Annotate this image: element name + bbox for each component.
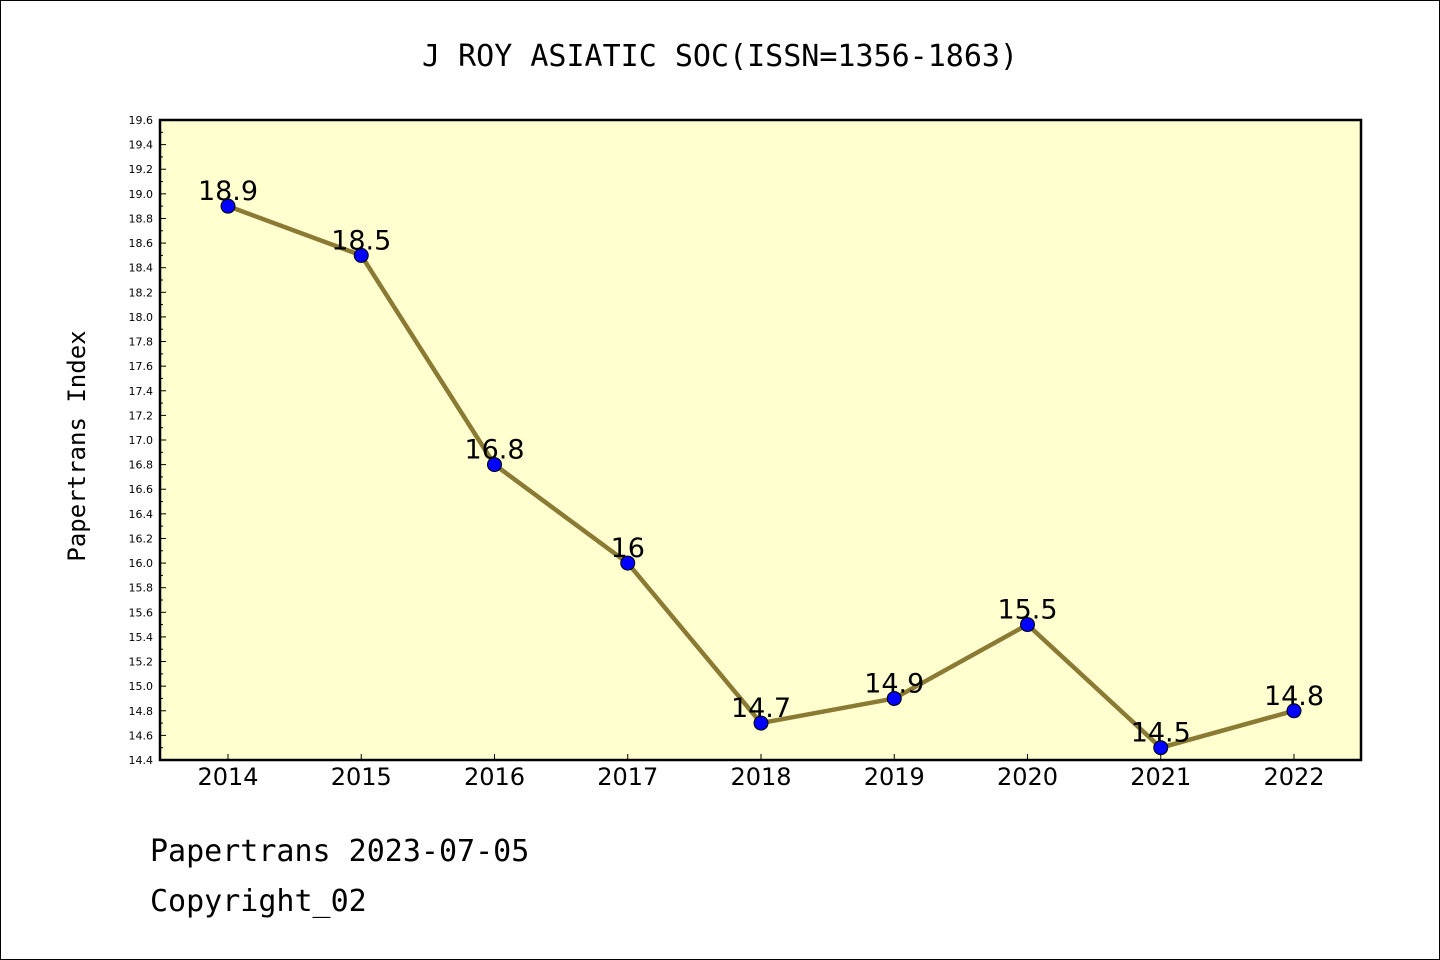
data-label: 14.8 bbox=[1264, 681, 1324, 712]
data-point bbox=[220, 198, 236, 214]
y-tick-label: 18.8 bbox=[129, 212, 154, 225]
data-point bbox=[1020, 617, 1035, 633]
x-tick-label: 2020 bbox=[997, 763, 1058, 791]
data-point bbox=[353, 247, 369, 263]
data-label: 14.5 bbox=[1131, 718, 1191, 749]
y-axis-ticks: 14.4 14.6 14.8 15.0 15.2 15.4 15.6 15.8 16.0 16.2… bbox=[129, 114, 166, 767]
y-tick-label: 19.4 bbox=[129, 139, 154, 152]
x-axis-ticks: 2014 2015 2016 2017 2018 2019 2020 2021 2022 bbox=[197, 754, 1325, 791]
x-tick-label: 2014 bbox=[197, 763, 258, 791]
y-tick-label: 15.0 bbox=[129, 680, 154, 693]
y-tick-label: 16.8 bbox=[129, 459, 154, 472]
y-tick-label: 16.4 bbox=[129, 508, 154, 521]
data-points bbox=[220, 198, 1302, 756]
y-tick-label: 17.4 bbox=[129, 385, 154, 398]
x-tick-label: 2022 bbox=[1263, 763, 1324, 791]
x-tick-label: 2017 bbox=[597, 763, 658, 791]
data-label: 16 bbox=[611, 533, 645, 564]
data-labels: 18.9 18.5 16.8 16 14.7 14.9 15.5 14.5 14.8 bbox=[198, 176, 1324, 749]
y-tick-label: 16.0 bbox=[129, 557, 154, 570]
y-tick-label: 14.4 bbox=[129, 754, 154, 767]
y-axis-label: Papertrans Index bbox=[63, 330, 91, 561]
data-point bbox=[753, 715, 769, 731]
y-tick-label: 18.0 bbox=[129, 311, 154, 324]
y-tick-label: 18.6 bbox=[129, 237, 154, 250]
y-tick-label: 19.6 bbox=[129, 114, 154, 127]
y-tick-label: 19.2 bbox=[129, 163, 154, 176]
y-tick-label: 14.6 bbox=[129, 729, 154, 742]
data-label: 14.7 bbox=[731, 693, 791, 724]
x-tick-label: 2016 bbox=[464, 763, 525, 791]
footer-date: Papertrans 2023-07-05 bbox=[150, 834, 530, 869]
data-label: 18.5 bbox=[331, 225, 391, 256]
y-tick-label: 19.0 bbox=[129, 188, 154, 201]
y-tick-label: 15.6 bbox=[129, 606, 154, 619]
data-point bbox=[1286, 703, 1302, 719]
chart-title: J ROY ASIATIC SOC(ISSN=1356-1863) bbox=[422, 39, 1018, 74]
data-point bbox=[620, 555, 636, 571]
y-tick-label: 18.2 bbox=[129, 286, 154, 299]
y-tick-label: 15.4 bbox=[129, 631, 154, 644]
data-label: 16.8 bbox=[464, 435, 524, 466]
y-tick-label: 14.8 bbox=[129, 705, 154, 718]
x-tick-label: 2015 bbox=[331, 763, 392, 791]
y-tick-label: 17.8 bbox=[129, 336, 154, 349]
footer-copyright: Copyright_02 bbox=[150, 884, 367, 919]
y-tick-label: 18.4 bbox=[129, 262, 154, 275]
data-label: 18.9 bbox=[198, 176, 258, 207]
data-point bbox=[886, 690, 902, 706]
x-tick-label: 2018 bbox=[730, 763, 791, 791]
data-label: 15.5 bbox=[997, 595, 1057, 626]
y-tick-label: 17.6 bbox=[129, 360, 154, 373]
data-label: 14.9 bbox=[864, 668, 924, 699]
y-tick-label: 17.2 bbox=[129, 409, 154, 422]
data-point bbox=[1153, 740, 1169, 756]
y-tick-label: 16.6 bbox=[129, 483, 154, 496]
y-tick-label: 15.8 bbox=[129, 582, 154, 595]
y-tick-label: 15.2 bbox=[129, 656, 154, 669]
plot-area bbox=[158, 118, 1363, 762]
y-tick-label: 16.2 bbox=[129, 532, 154, 545]
x-tick-label: 2019 bbox=[864, 763, 925, 791]
data-point bbox=[487, 457, 502, 473]
x-tick-label: 2021 bbox=[1130, 763, 1191, 791]
y-tick-label: 17.0 bbox=[129, 434, 154, 447]
